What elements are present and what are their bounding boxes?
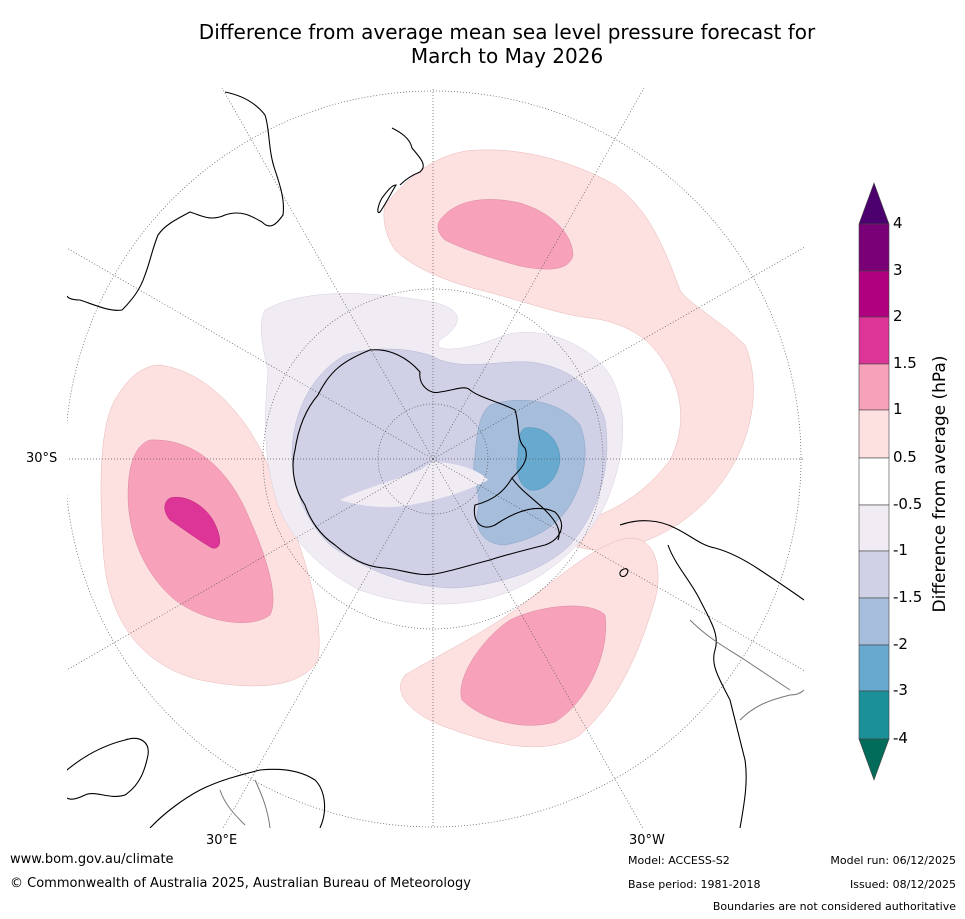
title-line-1: Difference from average mean sea level p… xyxy=(198,20,816,44)
coastline-new-zealand-south xyxy=(377,184,397,214)
coastline-south-america xyxy=(619,520,804,828)
footer-disclaimer: Boundaries are not considered authoritat… xyxy=(712,900,956,913)
footer-copyright: © Commonwealth of Australia 2025, Austra… xyxy=(10,876,471,891)
anomaly-region-southeast-mid xyxy=(460,605,606,726)
colorbar-tick-1: 1 xyxy=(893,400,903,418)
footer-model-run: Model run: 06/12/2025 xyxy=(830,854,956,867)
colorbar-bin-neg1-neg1.5 xyxy=(858,550,890,599)
colorbar-tick-neg-1: -1 xyxy=(893,541,908,559)
colorbar-bin-0.5-1 xyxy=(858,409,890,459)
title-line-2: March to May 2026 xyxy=(410,44,604,68)
colorbar-bin-1-1.5 xyxy=(858,363,890,411)
label-30e: 30°E xyxy=(206,833,238,848)
footer-base-period: Base period: 1981-2018 xyxy=(628,878,761,891)
anomaly-region-north-mid xyxy=(437,199,574,270)
label-30w: 30°W xyxy=(629,833,665,848)
colorbar-tick-neg-3: -3 xyxy=(893,681,908,699)
anomaly-region-antarctic-gap xyxy=(340,462,488,508)
colorbar-bin-3-4 xyxy=(858,223,890,272)
coastline-antarctica xyxy=(292,349,563,576)
anomaly-region-southwest-strong xyxy=(164,496,220,549)
footer-issued: Issued: 08/12/2025 xyxy=(849,878,956,891)
borders xyxy=(219,619,804,828)
colorbar-tick-2: 2 xyxy=(893,307,903,325)
colorbar-bin-neutral xyxy=(858,457,890,506)
chart-title: Difference from average mean sea level p… xyxy=(0,20,965,68)
coastline-antarctic-peninsula xyxy=(511,477,560,541)
coastline-africa xyxy=(67,737,326,828)
colorbar-bin-neg2-neg3 xyxy=(858,644,890,692)
footer-website: www.bom.gov.au/climate xyxy=(10,852,174,867)
colorbar-extend-top xyxy=(858,182,890,225)
colorbar-bin-1.5-2 xyxy=(858,316,890,365)
colorbar-tick-neg-0-5: -0.5 xyxy=(893,495,923,513)
label-30s: 30°S xyxy=(26,451,58,466)
colorbar-bin-neg1.5-neg2 xyxy=(858,597,890,646)
graticule xyxy=(67,88,804,828)
coastline-australia xyxy=(67,91,284,311)
colorbar-extend-bottom xyxy=(858,738,890,781)
colorbar-tick-neg-1-5: -1.5 xyxy=(893,588,923,606)
coastline-falklands xyxy=(619,568,629,577)
coastline-new-zealand-north xyxy=(391,127,424,186)
colorbar-tick-neg-2: -2 xyxy=(893,635,908,653)
colorbar xyxy=(858,182,890,781)
colorbar-tick-neg-4: -4 xyxy=(893,729,908,747)
colorbar-bin-neg3-neg4 xyxy=(858,690,890,740)
coastlines xyxy=(67,91,804,828)
colorbar-title: Difference from average (hPa) xyxy=(930,355,950,613)
colorbar-tick-4: 4 xyxy=(893,214,903,232)
colorbar-bin-2-3 xyxy=(858,270,890,318)
colorbar-bin-neg0.5-neg1 xyxy=(858,504,890,552)
colorbar-tick-1-5: 1.5 xyxy=(893,354,917,372)
footer-model: Model: ACCESS-S2 xyxy=(628,854,730,867)
colorbar-tick-0-5: 0.5 xyxy=(893,448,917,466)
map-area xyxy=(67,88,804,828)
colorbar-tick-3: 3 xyxy=(893,261,903,279)
